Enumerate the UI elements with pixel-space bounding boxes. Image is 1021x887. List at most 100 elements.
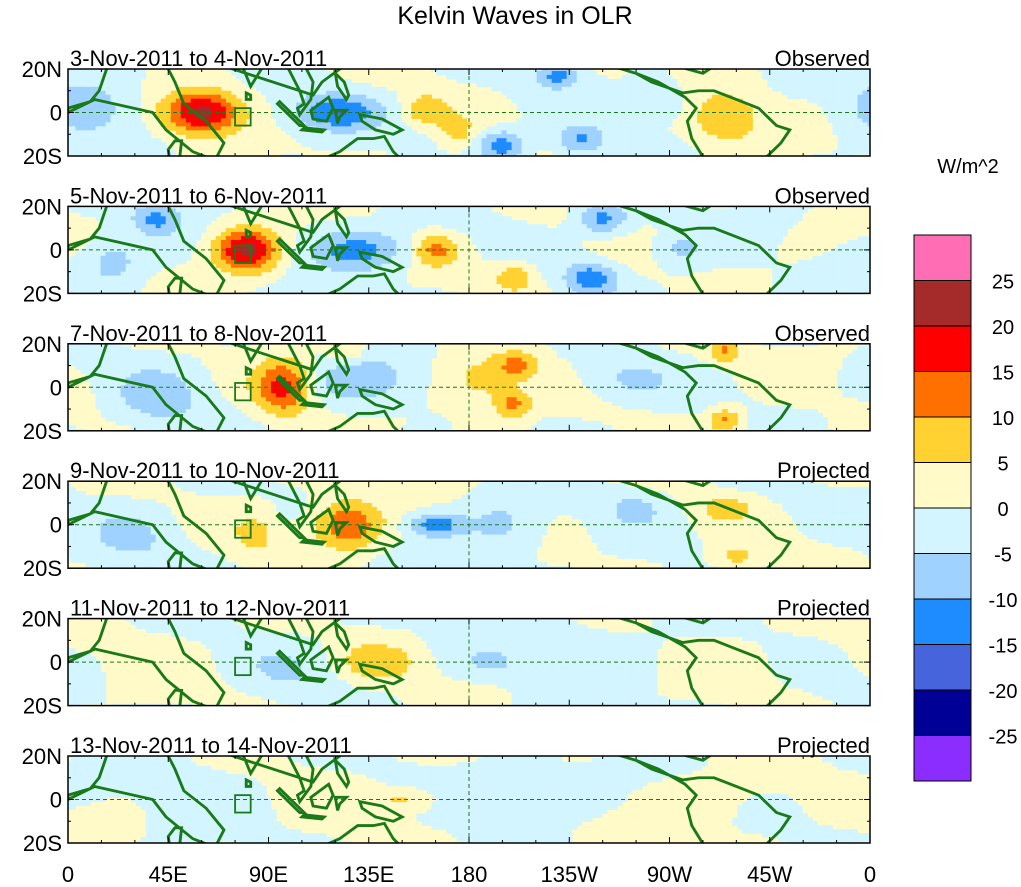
field-cell — [491, 138, 498, 143]
field-cell — [586, 106, 593, 112]
field-cell — [561, 134, 568, 139]
field-cell — [832, 94, 839, 100]
field-cell — [586, 220, 593, 225]
field-cell — [386, 287, 392, 293]
field-cell — [70, 259, 77, 265]
field-cell — [95, 212, 102, 217]
field-cell — [356, 82, 362, 88]
field-cell — [571, 240, 578, 245]
field-cell — [807, 98, 813, 104]
field-cell — [265, 82, 272, 88]
field-cell — [792, 70, 798, 76]
field-cell — [581, 263, 588, 269]
field-cell — [797, 279, 803, 285]
field-cell — [230, 243, 237, 249]
field-cell — [456, 69, 463, 72]
field-cell — [601, 86, 608, 92]
field-cell — [471, 154, 478, 156]
field-cell — [626, 142, 633, 147]
field-cell — [717, 98, 723, 104]
field-cell — [396, 102, 402, 108]
field-cell — [436, 255, 443, 261]
field-cell — [461, 69, 468, 72]
field-cell — [631, 98, 638, 104]
field-cell — [351, 134, 357, 139]
field-cell — [551, 150, 558, 155]
field-cell — [601, 206, 608, 209]
field-cell — [687, 259, 693, 265]
field-cell — [80, 287, 87, 293]
field-cell — [762, 232, 768, 237]
field-cell — [767, 251, 773, 257]
field-cell — [867, 138, 870, 143]
field-cell — [371, 220, 377, 225]
field-cell — [531, 110, 538, 116]
field-cell — [406, 236, 412, 241]
field-cell — [286, 70, 292, 76]
field-cell — [115, 208, 122, 213]
field-cell — [656, 74, 663, 80]
field-cell — [190, 208, 197, 213]
field-cell — [651, 122, 658, 127]
field-cell — [286, 90, 292, 96]
field-cell — [436, 69, 443, 72]
field-cell — [551, 259, 558, 265]
field-cell — [792, 90, 798, 96]
field-cell — [265, 251, 272, 257]
field-cell — [150, 259, 157, 265]
field-cell — [341, 251, 347, 257]
field-cell — [601, 150, 608, 155]
field-cell — [511, 267, 518, 273]
field-cell — [68, 82, 72, 88]
field-cell — [291, 94, 297, 100]
field-cell — [135, 287, 142, 293]
field-cell — [411, 114, 417, 120]
field-cell — [707, 102, 713, 108]
field-cell — [491, 247, 498, 253]
field-cell — [636, 154, 643, 156]
field-cell — [85, 94, 92, 100]
field-cell — [461, 212, 468, 217]
field-cell — [336, 279, 342, 285]
field-cell — [606, 232, 613, 237]
field-cell — [125, 146, 132, 151]
field-cell — [361, 255, 367, 261]
field-cell — [155, 206, 162, 209]
field-cell — [386, 216, 392, 221]
field-cell — [341, 114, 347, 120]
field-cell — [456, 212, 463, 217]
field-cell — [541, 74, 548, 80]
field-cell — [225, 90, 232, 96]
field-cell — [75, 283, 82, 289]
field-cell — [862, 74, 869, 80]
field-cell — [476, 232, 483, 237]
field-cell — [421, 114, 427, 120]
field-cell — [822, 69, 828, 72]
field-cell — [376, 267, 382, 273]
field-cell — [391, 275, 397, 281]
field-cell — [506, 255, 513, 261]
field-cell — [321, 142, 327, 147]
field-cell — [110, 287, 117, 293]
field-cell — [140, 228, 147, 233]
field-cell — [311, 102, 317, 108]
field-cell — [727, 243, 733, 249]
field-cell — [702, 251, 708, 257]
field-cell — [371, 86, 377, 92]
field-cell — [717, 224, 723, 229]
field-cell — [611, 142, 618, 147]
field-cell — [220, 206, 227, 209]
field-cell — [306, 279, 312, 285]
field-cell — [601, 267, 608, 273]
field-cell — [777, 232, 783, 237]
field-cell — [250, 255, 257, 261]
field-cell — [85, 126, 92, 131]
field-cell — [757, 232, 763, 237]
field-cell — [506, 154, 513, 156]
field-cell — [566, 259, 573, 265]
field-cell — [491, 251, 498, 257]
field-cell — [631, 138, 638, 143]
field-cell — [336, 275, 342, 281]
field-cell — [401, 267, 407, 273]
field-cell — [271, 86, 277, 92]
